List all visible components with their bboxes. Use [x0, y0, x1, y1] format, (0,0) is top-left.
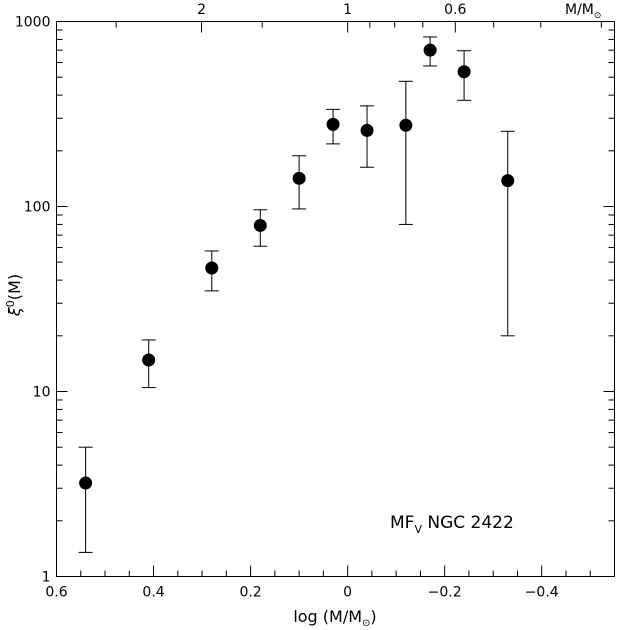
data-point: [457, 65, 471, 79]
x-tick-label: 0.6: [45, 585, 67, 601]
data-point: [253, 218, 267, 232]
data-point: [205, 261, 219, 275]
data-point: [399, 118, 413, 132]
data-points: [79, 43, 515, 490]
top-tick-label: 2: [197, 2, 206, 18]
axis-ticks: [56, 21, 615, 577]
x-tick-label: 0.2: [239, 585, 261, 601]
data-point: [360, 123, 374, 137]
y-axis-label: ξ0(M): [4, 274, 24, 317]
plot-annotation: MFV NGC 2422: [390, 513, 514, 536]
x-tick-label: −0.4: [525, 585, 559, 601]
top-tick-label: 1: [343, 2, 352, 18]
data-point: [326, 117, 340, 131]
x-tick-label: −0.2: [428, 585, 462, 601]
data-point: [142, 353, 156, 367]
data-point: [292, 171, 306, 185]
y-tick-label: 100: [24, 200, 51, 216]
data-point: [501, 174, 515, 188]
data-point: [79, 476, 93, 490]
data-point: [423, 43, 437, 57]
x-axis-label: log (M/M⊙): [293, 607, 376, 629]
y-tick-label: 1: [42, 570, 51, 586]
plot-frame: [56, 21, 615, 577]
y-tick-label: 1000: [15, 15, 51, 31]
error-bars: [78, 36, 515, 553]
x-tick-label: 0.4: [142, 585, 164, 601]
x-tick-label: 0: [343, 585, 352, 601]
top-axis-label: M/M⊙: [565, 2, 601, 21]
y-tick-label: 10: [33, 385, 51, 401]
top-tick-label: 0.6: [444, 2, 466, 18]
